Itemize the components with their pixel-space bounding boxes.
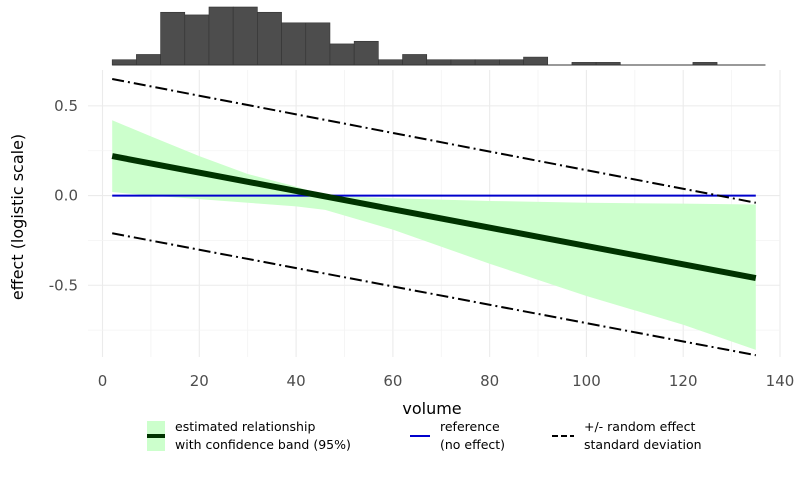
histogram-bar bbox=[402, 54, 428, 66]
histogram-bar bbox=[378, 59, 403, 66]
x-tick-label: 80 bbox=[480, 372, 499, 390]
histogram-bar bbox=[329, 43, 355, 66]
histogram-bar bbox=[499, 59, 524, 66]
x-tick-label: 140 bbox=[766, 372, 795, 390]
legend-label-reference-1: reference bbox=[440, 419, 500, 434]
x-tick-label: 60 bbox=[383, 372, 402, 390]
histogram-bar bbox=[523, 56, 549, 66]
x-tick-label: 120 bbox=[669, 372, 698, 390]
histogram-bar bbox=[232, 6, 258, 66]
x-tick-label: 40 bbox=[287, 372, 306, 390]
histogram-bar bbox=[257, 11, 282, 66]
histogram-bar bbox=[136, 54, 161, 66]
y-tick-labels: 0.5 0.0 -0.5 bbox=[49, 97, 78, 294]
histogram-bar bbox=[208, 6, 234, 66]
legend-label-estimate-1: estimated relationship bbox=[175, 419, 315, 434]
x-tick-label: 20 bbox=[190, 372, 209, 390]
x-tick-label: 0 bbox=[98, 372, 108, 390]
legend-label-estimate-2: with confidence band (95%) bbox=[175, 437, 351, 452]
lines-layer bbox=[111, 77, 757, 357]
x-tick-labels: 0 20 40 60 80 100 120 140 bbox=[98, 372, 795, 390]
histogram bbox=[111, 6, 766, 66]
legend-label-sd-1: +/- random effect bbox=[584, 419, 695, 434]
sd-lower-line bbox=[112, 232, 756, 357]
histogram-bar bbox=[184, 14, 210, 66]
legend-label-sd-2: standard deviation bbox=[584, 437, 702, 452]
legend: estimated relationship with confidence b… bbox=[147, 419, 702, 452]
histogram-bar bbox=[111, 59, 137, 66]
confidence-band bbox=[112, 120, 756, 350]
histogram-bar bbox=[426, 59, 452, 66]
histogram-bar bbox=[450, 59, 476, 66]
histogram-bar bbox=[160, 11, 186, 66]
histogram-bar bbox=[474, 59, 500, 66]
x-axis-title: volume bbox=[402, 399, 461, 418]
legend-entry-estimate: estimated relationship with confidence b… bbox=[147, 419, 351, 452]
legend-entry-sd: +/- random effect standard deviation bbox=[552, 419, 702, 452]
y-tick-label: -0.5 bbox=[49, 276, 78, 294]
histogram-bar bbox=[305, 22, 331, 66]
histogram-bar bbox=[281, 22, 307, 66]
y-tick-label: 0.5 bbox=[54, 97, 78, 115]
estimate-line bbox=[111, 153, 757, 282]
confidence-band-layer bbox=[112, 120, 756, 350]
x-tick-label: 100 bbox=[572, 372, 601, 390]
y-tick-label: 0.0 bbox=[54, 187, 78, 205]
legend-label-reference-2: (no effect) bbox=[440, 437, 505, 452]
legend-entry-reference: reference (no effect) bbox=[410, 419, 505, 452]
histogram-bar bbox=[353, 40, 379, 66]
y-axis-title: effect (logistic scale) bbox=[8, 134, 27, 300]
